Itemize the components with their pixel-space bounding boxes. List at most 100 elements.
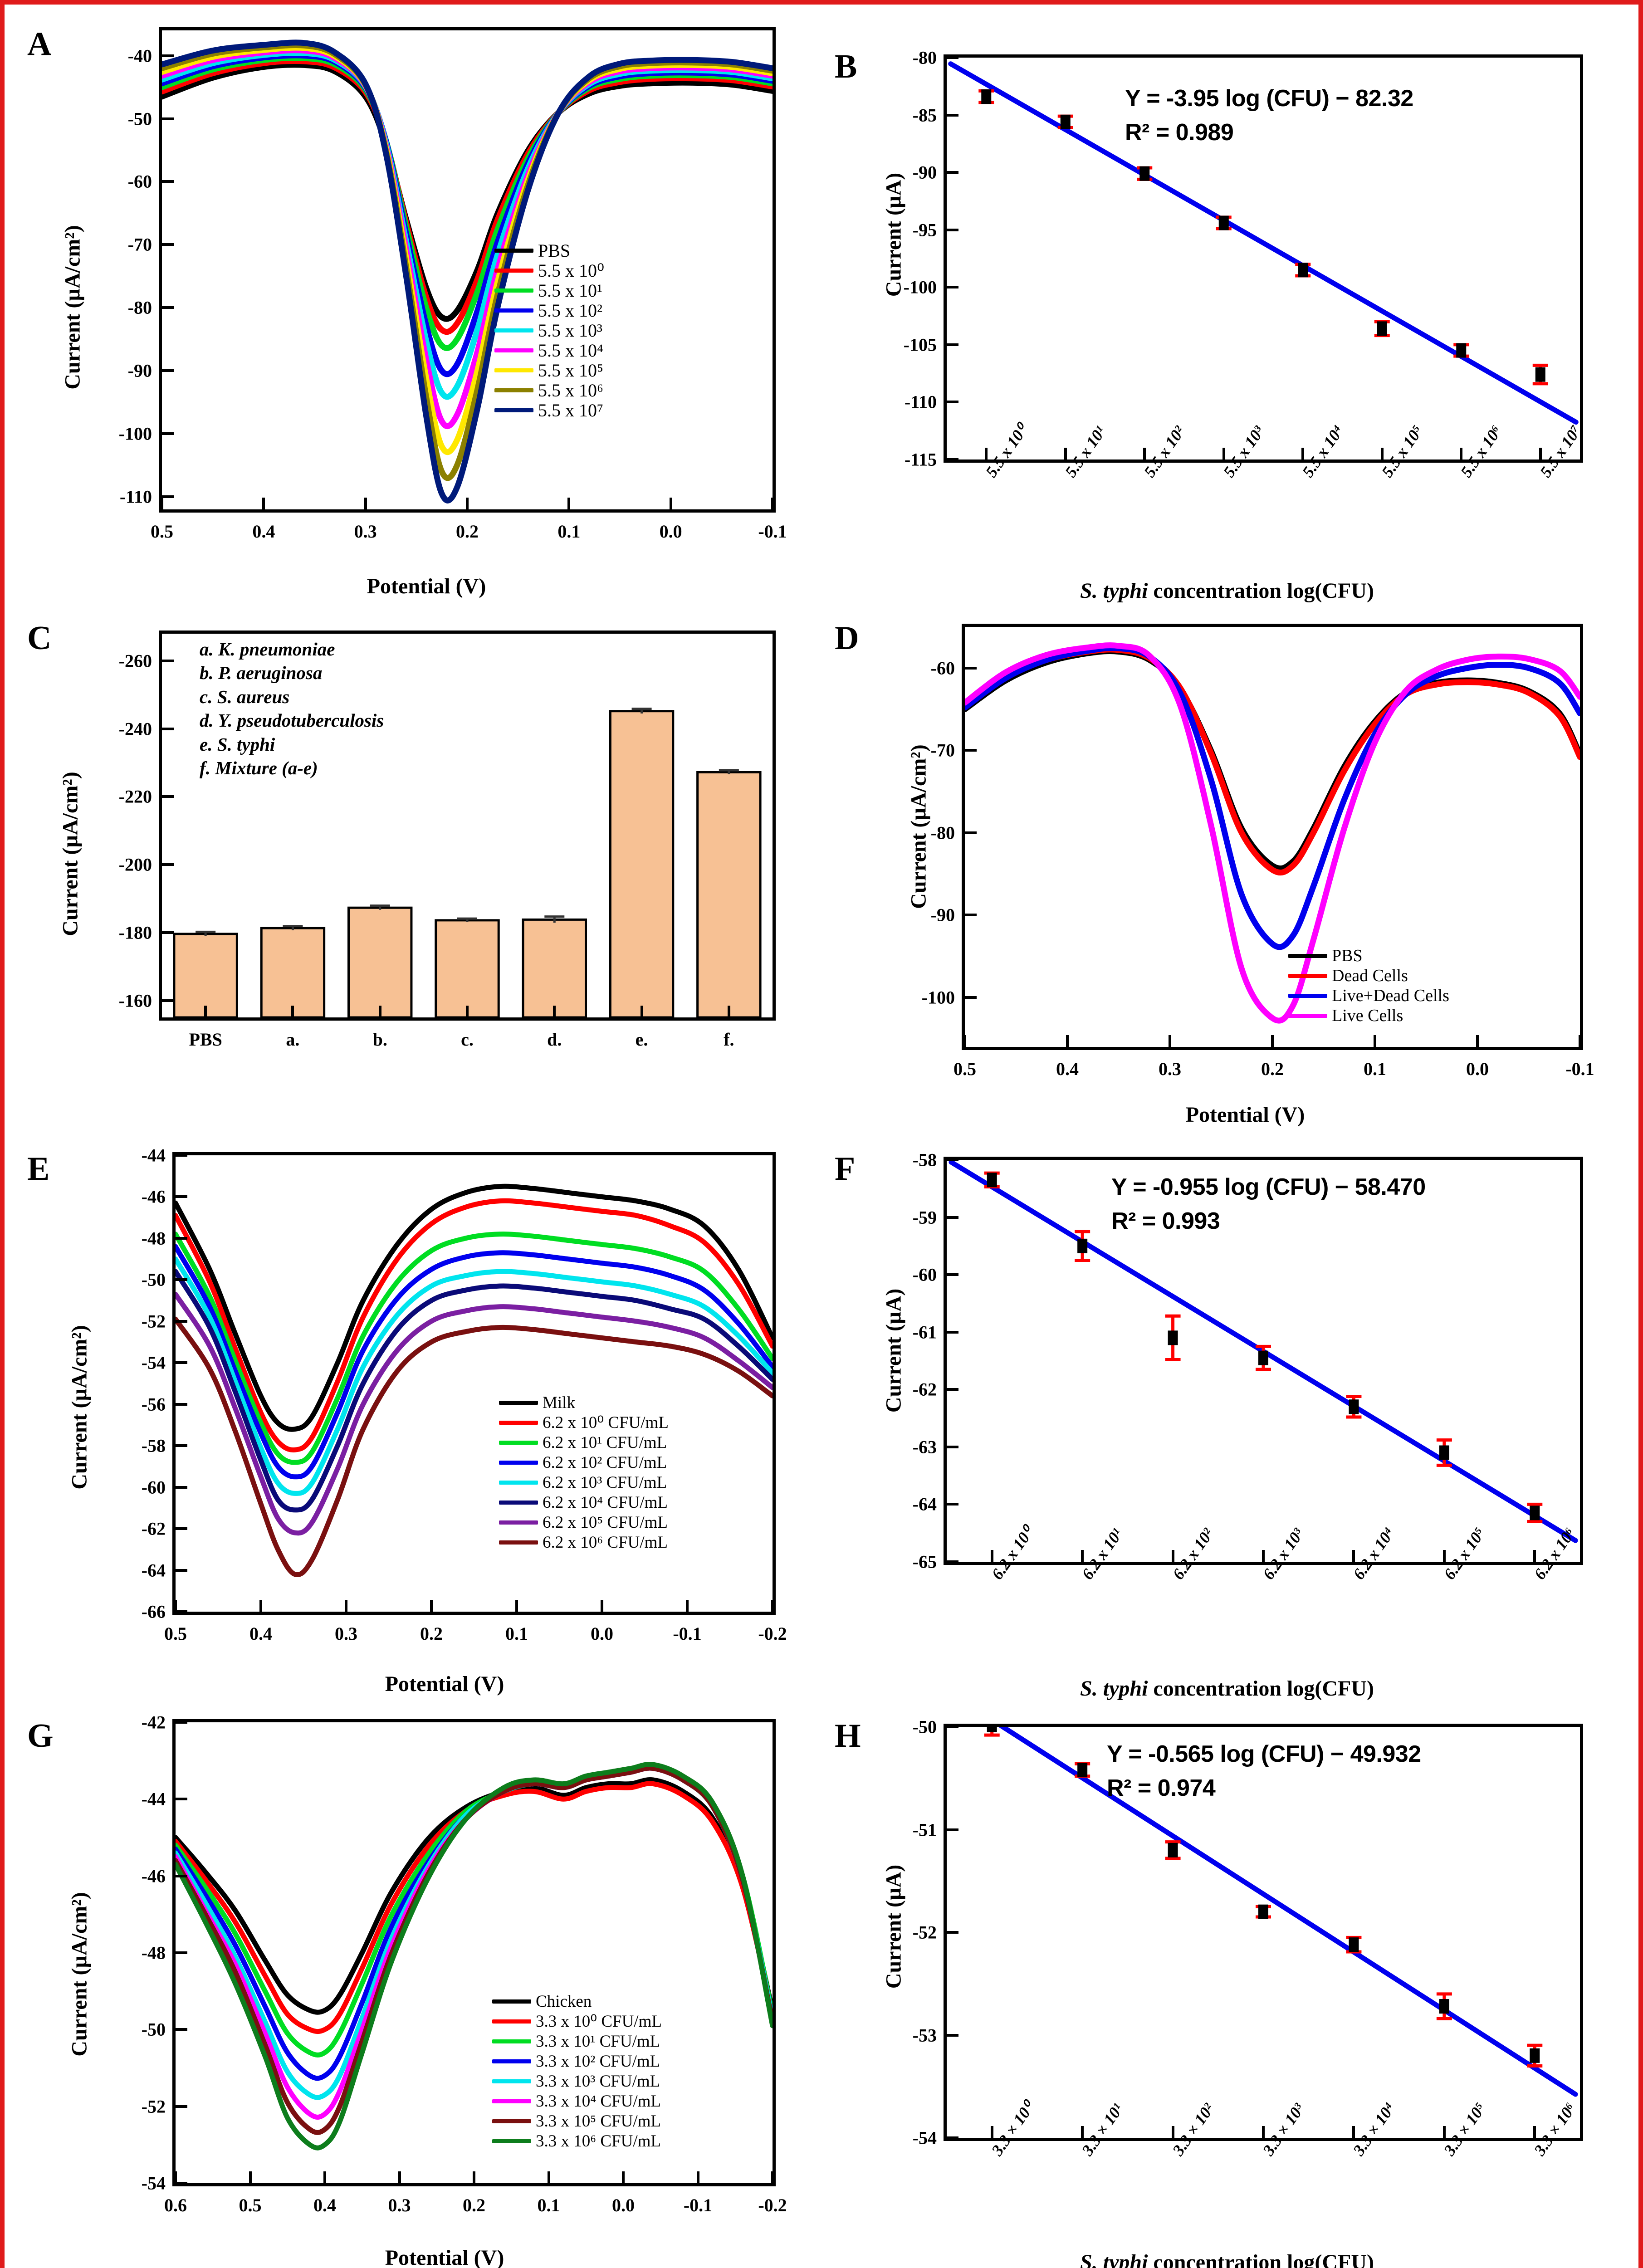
legend-item-label: e. S. typhi xyxy=(200,733,275,755)
panel-g-curves xyxy=(176,1762,773,2151)
panel-a-plot xyxy=(159,27,776,513)
x-tick-mark xyxy=(1171,2126,1174,2138)
y-tick-label: -54 xyxy=(141,1352,166,1373)
y-tick-mark xyxy=(176,1278,187,1281)
x-tick-mark xyxy=(378,1006,381,1017)
panel-f: F Current (µA) S. typhi concentration lo… xyxy=(835,1143,1624,1706)
panel-d-plot xyxy=(962,624,1583,1050)
legend-item-label: 6.2 x 10⁶ CFU/mL xyxy=(543,1533,668,1552)
legend-item[interactable]: 3.3 x 10⁶ CFU/mL xyxy=(492,2131,662,2151)
legend-item[interactable]: Live+Dead Cells xyxy=(1288,986,1449,1006)
x-tick-mark xyxy=(1374,1035,1376,1047)
y-tick-label: -240 xyxy=(118,719,152,739)
panel-f-xlabel: S. typhi concentration log(CFU) xyxy=(944,1676,1511,1701)
x-tick-mark xyxy=(291,1006,294,1017)
legend-item[interactable]: PBS xyxy=(1288,946,1449,966)
y-tick-mark xyxy=(965,914,977,917)
y-tick-mark xyxy=(176,1486,187,1489)
legend-item[interactable]: 6.2 x 10² CFU/mL xyxy=(499,1452,669,1472)
legend-item-label: d. Y. pseudotuberculosis xyxy=(200,710,384,731)
y-tick-mark xyxy=(947,171,958,174)
legend-item[interactable]: 3.3 x 10⁴ CFU/mL xyxy=(492,2091,662,2111)
x-tick-mark xyxy=(601,1600,603,1612)
legend-item-label: 6.2 x 10⁵ CFU/mL xyxy=(543,1513,668,1532)
panel-c-bars xyxy=(173,707,762,1017)
y-tick-mark xyxy=(947,1560,958,1563)
y-tick-label: -200 xyxy=(118,854,152,875)
legend-item[interactable]: 6.2 x 10¹ CFU/mL xyxy=(499,1432,669,1452)
y-tick-mark xyxy=(947,1158,958,1161)
legend-item-label: Milk xyxy=(543,1393,575,1412)
legend-item-label: a. K. pneumoniae xyxy=(200,639,335,660)
legend-item[interactable]: 6.2 x 10⁵ CFU/mL xyxy=(499,1512,669,1532)
panel-f-plot xyxy=(944,1157,1583,1565)
legend-item[interactable]: 5.5 x 10⁶ xyxy=(494,380,604,401)
x-tick-label: 0.4 xyxy=(249,1623,272,1644)
panel-a-ylabel: Current (µA/cm²) xyxy=(60,225,85,390)
legend-item[interactable]: 3.3 x 10³ CFU/mL xyxy=(492,2071,662,2091)
legend-item[interactable]: 5.5 x 10⁵ xyxy=(494,360,604,381)
legend-color-swatch xyxy=(499,1540,538,1545)
x-tick-mark xyxy=(985,448,988,459)
legend-item[interactable]: Dead Cells xyxy=(1288,966,1449,986)
legend-item[interactable]: Milk xyxy=(499,1393,669,1413)
legend-item[interactable]: 5.5 x 10⁰ xyxy=(494,260,604,281)
legend-item[interactable]: 6.2 x 10⁴ CFU/mL xyxy=(499,1492,669,1512)
legend-item[interactable]: 5.5 x 10¹ xyxy=(494,280,604,301)
legend-item[interactable]: 3.3 x 10⁵ CFU/mL xyxy=(492,2111,662,2131)
legend-item[interactable]: 3.3 x 10⁰ CFU/mL xyxy=(492,2011,662,2031)
legend-item[interactable]: PBS xyxy=(494,240,604,261)
legend-item[interactable]: 5.5 x 10⁷ xyxy=(494,400,604,420)
panel-b-xlabel-italic: S. typhi xyxy=(1080,579,1148,603)
legend-color-swatch xyxy=(494,288,533,293)
legend-item[interactable]: 6.2 x 10⁰ CFU/mL xyxy=(499,1413,669,1432)
x-tick-mark xyxy=(1262,1550,1265,1562)
panel-d-xlabel: Potential (V) xyxy=(1185,1103,1305,1127)
y-tick-label: -90 xyxy=(930,904,955,925)
x-tick-mark xyxy=(174,1600,177,1612)
legend-item[interactable]: 3.3 x 10² CFU/mL xyxy=(492,2051,662,2071)
x-tick-mark xyxy=(1533,1550,1536,1562)
y-tick-mark xyxy=(947,113,958,117)
y-tick-label: -62 xyxy=(141,1518,166,1539)
legend-item[interactable]: 6.2 x 10⁶ CFU/mL xyxy=(499,1532,669,1552)
x-tick-mark xyxy=(204,1006,207,1017)
x-tick-mark xyxy=(771,498,774,509)
x-tick-mark xyxy=(1143,448,1146,459)
legend-item[interactable]: 6.2 x 10³ CFU/mL xyxy=(499,1472,669,1492)
y-tick-label: -220 xyxy=(118,786,152,807)
x-tick-mark xyxy=(990,2126,993,2138)
y-tick-mark xyxy=(947,1216,958,1219)
legend-color-swatch xyxy=(494,268,533,273)
x-tick-mark xyxy=(466,1006,469,1017)
legend-item-label: 6.2 x 10³ CFU/mL xyxy=(543,1473,667,1492)
panel-d: D Current (µA/cm²) Potential (V) -60 -70-… xyxy=(835,610,1624,1141)
x-tick-mark xyxy=(398,2171,401,2183)
legend-item[interactable]: Live Cells xyxy=(1288,1006,1449,1026)
x-tick-label: 0.0 xyxy=(612,2195,635,2215)
legend-item-label: 3.3 x 10¹ CFU/mL xyxy=(536,2032,660,2051)
legend-item[interactable]: 5.5 x 10³ xyxy=(494,320,604,341)
y-tick-label: -50 xyxy=(127,108,152,129)
panel-d-letter: D xyxy=(835,620,859,657)
legend-color-swatch xyxy=(492,2059,531,2063)
x-tick-label: d. xyxy=(547,1029,562,1050)
y-tick-label: -54 xyxy=(912,2127,937,2148)
x-tick-mark xyxy=(1443,1550,1446,1562)
legend-item[interactable]: 3.3 x 10¹ CFU/mL xyxy=(492,2031,662,2051)
y-tick-mark xyxy=(162,54,174,57)
panel-a-xlabel: Potential (V) xyxy=(367,574,486,598)
panel-f-xlabel-rest: concentration log(CFU) xyxy=(1148,1677,1374,1701)
legend-item-label: c. S. aureus xyxy=(200,686,290,707)
x-tick-mark xyxy=(345,1600,347,1612)
panel-g: G Current (µA/cm²) Potential (V) -42 -44 -… xyxy=(23,1710,794,2268)
legend-item[interactable]: 5.5 x 10² xyxy=(494,300,604,321)
y-tick-mark xyxy=(162,432,174,435)
legend-item[interactable]: Chicken xyxy=(492,1991,662,2011)
y-tick-mark xyxy=(162,306,174,309)
panel-b: B Current (µA) S. typhi concentration lo… xyxy=(835,23,1624,608)
y-tick-label: -62 xyxy=(912,1379,937,1400)
legend-item[interactable]: 5.5 x 10⁴ xyxy=(494,340,604,361)
x-tick-label: c. xyxy=(461,1029,474,1050)
y-tick-label: -50 xyxy=(912,1716,937,1737)
